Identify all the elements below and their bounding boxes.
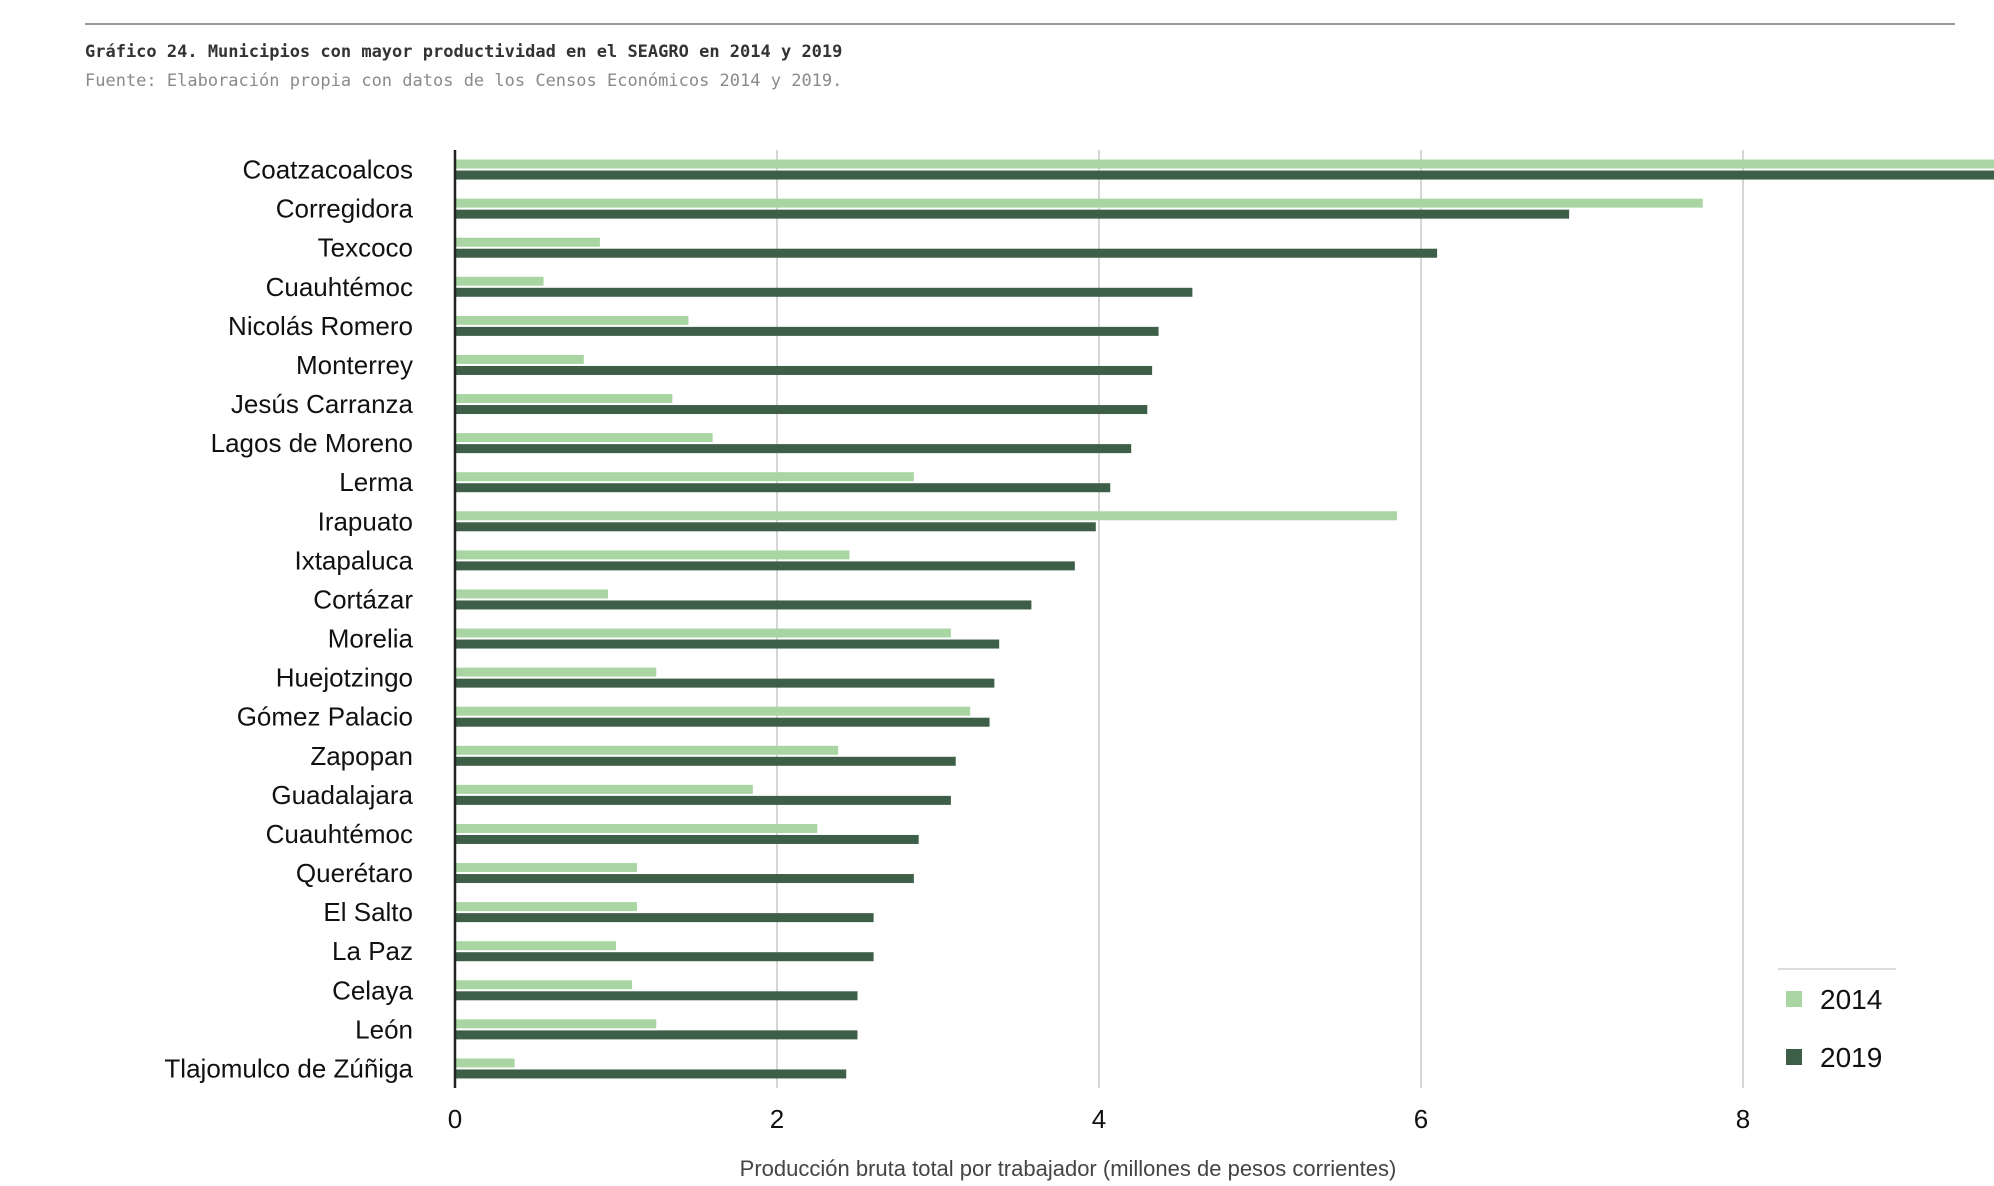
bar-2019 (455, 522, 1096, 532)
category-label: Huejotzingo (276, 663, 413, 693)
bar-2014 (455, 1058, 515, 1068)
bar-2019 (455, 209, 1570, 219)
bar-2014 (455, 237, 600, 247)
legend-swatch-2019 (1786, 1049, 1802, 1065)
bar-2019 (455, 561, 1075, 571)
bar-2014 (455, 354, 584, 364)
category-label: Cuauhtémoc (266, 819, 413, 849)
category-label: Cortázar (313, 584, 413, 614)
bar-2019 (455, 717, 990, 727)
category-label: Ixtapaluca (294, 545, 413, 575)
x-axis-label: Producción bruta total por trabajador (m… (740, 1156, 1397, 1181)
figure-source: Fuente: Elaboración propia con datos de … (85, 71, 843, 91)
legend-swatch-2014 (1786, 991, 1802, 1007)
bar-2019 (455, 874, 914, 884)
legend-label-2014: 2014 (1820, 984, 1882, 1015)
category-label: Irapuato (318, 506, 413, 536)
bar-2019 (455, 444, 1132, 454)
bar-2019 (455, 600, 1032, 610)
bar-2014 (455, 902, 637, 912)
bar-2019 (455, 913, 874, 923)
category-label: Gómez Palacio (237, 702, 413, 732)
bar-2014 (455, 276, 544, 286)
bar-2014 (455, 159, 1994, 169)
category-label: Lagos de Moreno (211, 428, 413, 458)
category-label: Celaya (332, 975, 413, 1005)
bar-2019 (455, 405, 1148, 415)
bar-2019 (455, 365, 1153, 375)
category-labels: Coatzacoalcos Corregidora Texcoco Cuauhtémo… (164, 155, 413, 1084)
x-tick-label: 6 (1414, 1104, 1428, 1134)
bar-2019 (455, 1069, 847, 1079)
bar-2019 (455, 1030, 858, 1040)
bar-2019 (455, 248, 1438, 258)
x-tick-label: 2 (770, 1104, 784, 1134)
category-label: Monterrey (296, 350, 413, 380)
category-label: Nicolás Romero (228, 311, 413, 341)
bar-2014 (455, 941, 616, 951)
bar-2014 (455, 823, 818, 833)
bar-2014 (455, 628, 951, 638)
bar-2019 (455, 639, 1000, 649)
category-label: Querétaro (296, 858, 413, 888)
category-label: Lerma (339, 467, 413, 497)
x-tick-labels: 02468101214 (448, 1104, 1750, 1134)
category-label: Corregidora (276, 194, 414, 224)
bar-2019 (455, 170, 1994, 180)
bar-2014 (455, 1019, 657, 1029)
category-label: El Salto (323, 897, 413, 927)
category-label: Cuauhtémoc (266, 272, 413, 302)
category-label: Texcoco (318, 233, 413, 263)
bar-2019 (455, 326, 1159, 336)
bar-2014 (455, 433, 713, 443)
bar-2019 (455, 834, 919, 844)
bar-2014 (455, 706, 971, 716)
category-label: Jesús Carranza (231, 389, 414, 419)
legend: 2014 2019 (1778, 968, 1896, 1073)
x-tick-label: 4 (1092, 1104, 1106, 1134)
category-label: Guadalajara (271, 780, 413, 810)
category-label: Morelia (328, 624, 414, 654)
category-label: Coatzacoalcos (242, 155, 413, 185)
top-rule (85, 23, 1955, 25)
x-tick-label: 8 (1736, 1104, 1750, 1134)
figure-caption: Gráfico 24. Municipios con mayor product… (85, 42, 843, 62)
bar-2014 (455, 863, 637, 873)
category-label: León (355, 1014, 413, 1044)
bar-2019 (455, 952, 874, 962)
bar-2014 (455, 315, 689, 325)
bar-2014 (455, 784, 753, 794)
bar-2014 (455, 198, 1703, 208)
category-label: Zapopan (310, 741, 413, 771)
bar-2019 (455, 287, 1193, 297)
bar-2019 (455, 678, 995, 688)
gridlines (776, 150, 1744, 1088)
x-tick-label: 0 (448, 1104, 462, 1134)
bar-2019 (455, 483, 1111, 493)
bars (455, 159, 1994, 1079)
bar-2014 (455, 511, 1397, 521)
bar-2014 (455, 745, 839, 755)
category-label: Tlajomulco de Zúñiga (164, 1053, 413, 1083)
category-label: La Paz (332, 936, 413, 966)
bar-2014 (455, 589, 608, 599)
bar-2014 (455, 667, 657, 677)
legend-label-2019: 2019 (1820, 1042, 1882, 1073)
bar-2014 (455, 550, 850, 560)
bar-2019 (455, 756, 956, 766)
bar-2014 (455, 980, 633, 990)
bar-2019 (455, 795, 951, 805)
bar-2014 (455, 472, 914, 482)
bar-2019 (455, 991, 858, 1001)
bar-2014 (455, 394, 673, 404)
